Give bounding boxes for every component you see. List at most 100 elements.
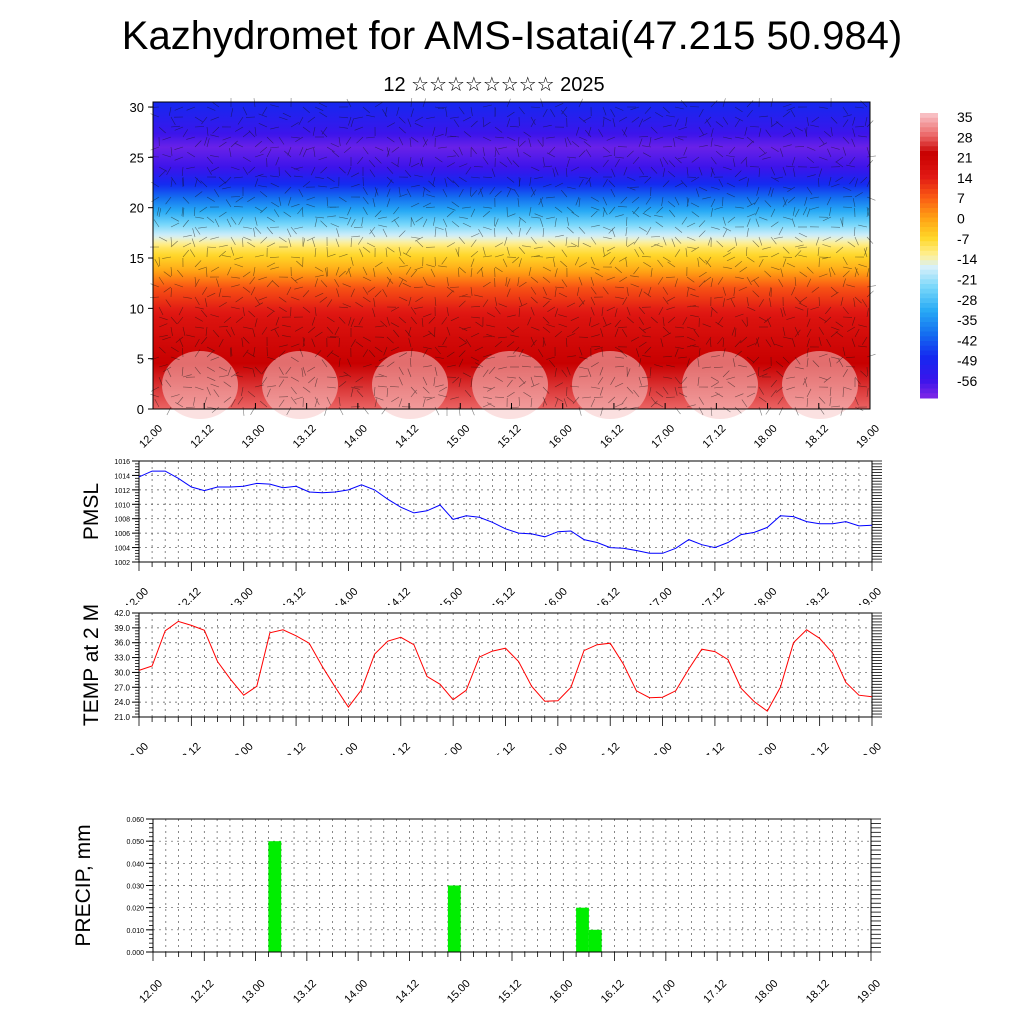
y-tick-label: 0.000 — [126, 950, 144, 957]
colorbar-swatch — [920, 241, 938, 247]
colorbar-swatch — [920, 113, 938, 119]
y-tick-label: 30.0 — [114, 668, 130, 677]
precip-bar — [576, 907, 589, 952]
x-tick-label: 17.12 — [699, 741, 727, 755]
colorbar-swatch — [920, 279, 938, 285]
y-tick-label: 30 — [130, 100, 144, 115]
y-axis-label: PRECIP, mm — [72, 824, 95, 946]
colorbar-swatch — [920, 364, 938, 370]
x-tick-label: 15.12 — [490, 586, 518, 605]
colorbar-swatch — [920, 255, 938, 261]
series-line — [138, 470, 873, 554]
y-tick-label: 1012 — [114, 488, 130, 495]
y-tick-label: 10 — [130, 301, 144, 316]
y-tick-label: 0.030 — [126, 884, 144, 891]
x-tick-label: 12.12 — [188, 978, 216, 1006]
colorbar-swatch — [920, 269, 938, 275]
y-tick-label: 0.020 — [126, 906, 144, 913]
colorbar-label: 21 — [957, 150, 973, 166]
colorbar-swatch — [920, 374, 938, 380]
x-tick-label: 14.00 — [342, 423, 370, 451]
warm-area — [472, 351, 548, 419]
series-line — [138, 620, 873, 712]
colorbar-swatch — [920, 122, 938, 128]
x-tick-label: 18.00 — [751, 586, 779, 605]
x-tick-label: 14.12 — [385, 741, 413, 755]
colorbar-swatch — [920, 155, 938, 161]
colorbar-swatch — [920, 379, 938, 385]
x-tick-label: 16.12 — [598, 423, 626, 451]
colorbar-swatch — [920, 184, 938, 190]
colorbar-label: -56 — [957, 373, 977, 389]
x-tick-label: 17.00 — [647, 741, 675, 755]
x-tick-label: 16.00 — [547, 423, 575, 451]
y-tick-label: 39.0 — [114, 624, 130, 633]
y-tick-label: 1010 — [114, 502, 130, 509]
cross-section-chart: 0 5 10 15 20 25 30 12.00 12.12 13.00 13.12 14.00 14.… — [130, 97, 977, 451]
y-tick-label: 1004 — [114, 546, 130, 553]
x-tick-label: 13.12 — [291, 423, 319, 451]
colorbar-swatch — [920, 393, 938, 399]
x-tick-label: 13.00 — [240, 423, 268, 451]
y-tick-label: 25 — [130, 150, 144, 165]
x-tick-label: 17.00 — [647, 586, 675, 605]
x-tick-label: 18.00 — [752, 423, 780, 451]
grid — [153, 819, 871, 952]
y-tick-label: 0.060 — [126, 817, 144, 824]
colorbar-swatch — [920, 293, 938, 299]
colorbar-swatch — [920, 160, 938, 166]
y-axis-label: TEMP at 2 M — [80, 605, 103, 726]
colorbar-swatch — [920, 117, 938, 123]
colorbar-swatch — [920, 322, 938, 328]
x-tick-label: 13.12 — [280, 586, 308, 605]
colorbar-swatch — [920, 227, 938, 233]
y-tick-label: 1002 — [114, 560, 130, 567]
colorbar-swatch — [920, 360, 938, 366]
x-tick-label: 13.12 — [280, 741, 308, 755]
colorbar-swatch — [920, 250, 938, 256]
x-tick-label: 12.00 — [137, 423, 165, 451]
y-tick-label: 1008 — [114, 517, 130, 524]
warm-area — [372, 351, 448, 419]
colorbar-swatch — [920, 312, 938, 318]
x-tick-label: 12.12 — [188, 423, 216, 451]
x-tick-label: 14.00 — [333, 586, 361, 605]
x-tick-label: 17.12 — [699, 586, 727, 605]
x-tick-label: 19.00 — [856, 741, 884, 755]
x-tick-label: 18.12 — [803, 423, 831, 451]
colorbar-swatch — [920, 193, 938, 199]
colorbar-swatch — [920, 388, 938, 394]
colorbar-swatch — [920, 165, 938, 171]
y-tick-label: 1016 — [114, 459, 130, 466]
colorbar-swatch — [920, 146, 938, 152]
x-tick-label: 19.00 — [855, 978, 883, 1006]
warm-area — [262, 351, 338, 419]
colorbar-swatch — [920, 231, 938, 237]
y-tick-label: 27.0 — [114, 683, 130, 692]
colorbar-label: -14 — [957, 251, 977, 267]
y-axis-label: PMSL — [80, 483, 103, 540]
x-tick-label: 18.12 — [804, 586, 832, 605]
x-tick-label: 16.12 — [599, 978, 627, 1006]
y-tick-label: 24.0 — [114, 698, 130, 707]
x-tick-label: 16.00 — [542, 586, 570, 605]
colorbar-swatch — [920, 222, 938, 228]
colorbar-swatch — [920, 317, 938, 323]
colorbar-swatch — [920, 236, 938, 242]
y-tick-label: 33.0 — [114, 654, 130, 663]
x-tick-label: 18.12 — [804, 741, 832, 755]
temp-chart: 21.0 24.0 27.0 30.0 33.0 36.0 39.0 42.0 12.00 12.… — [80, 605, 884, 755]
colorbar-swatch — [920, 284, 938, 290]
colorbar-swatch — [920, 260, 938, 266]
y-tick-label: 0.050 — [126, 839, 144, 846]
colorbar-swatch — [920, 203, 938, 209]
x-tick-label: 18.00 — [753, 978, 781, 1006]
colorbar-swatch — [920, 298, 938, 304]
colorbar-swatch — [920, 350, 938, 356]
x-tick-label: 19.00 — [854, 423, 882, 451]
colorbar-swatch — [920, 217, 938, 223]
y-tick-label: 42.0 — [114, 609, 130, 618]
colorbar-label: -35 — [957, 312, 977, 328]
x-tick-label: 15.00 — [437, 586, 465, 605]
colorbar-label: 7 — [957, 190, 965, 206]
